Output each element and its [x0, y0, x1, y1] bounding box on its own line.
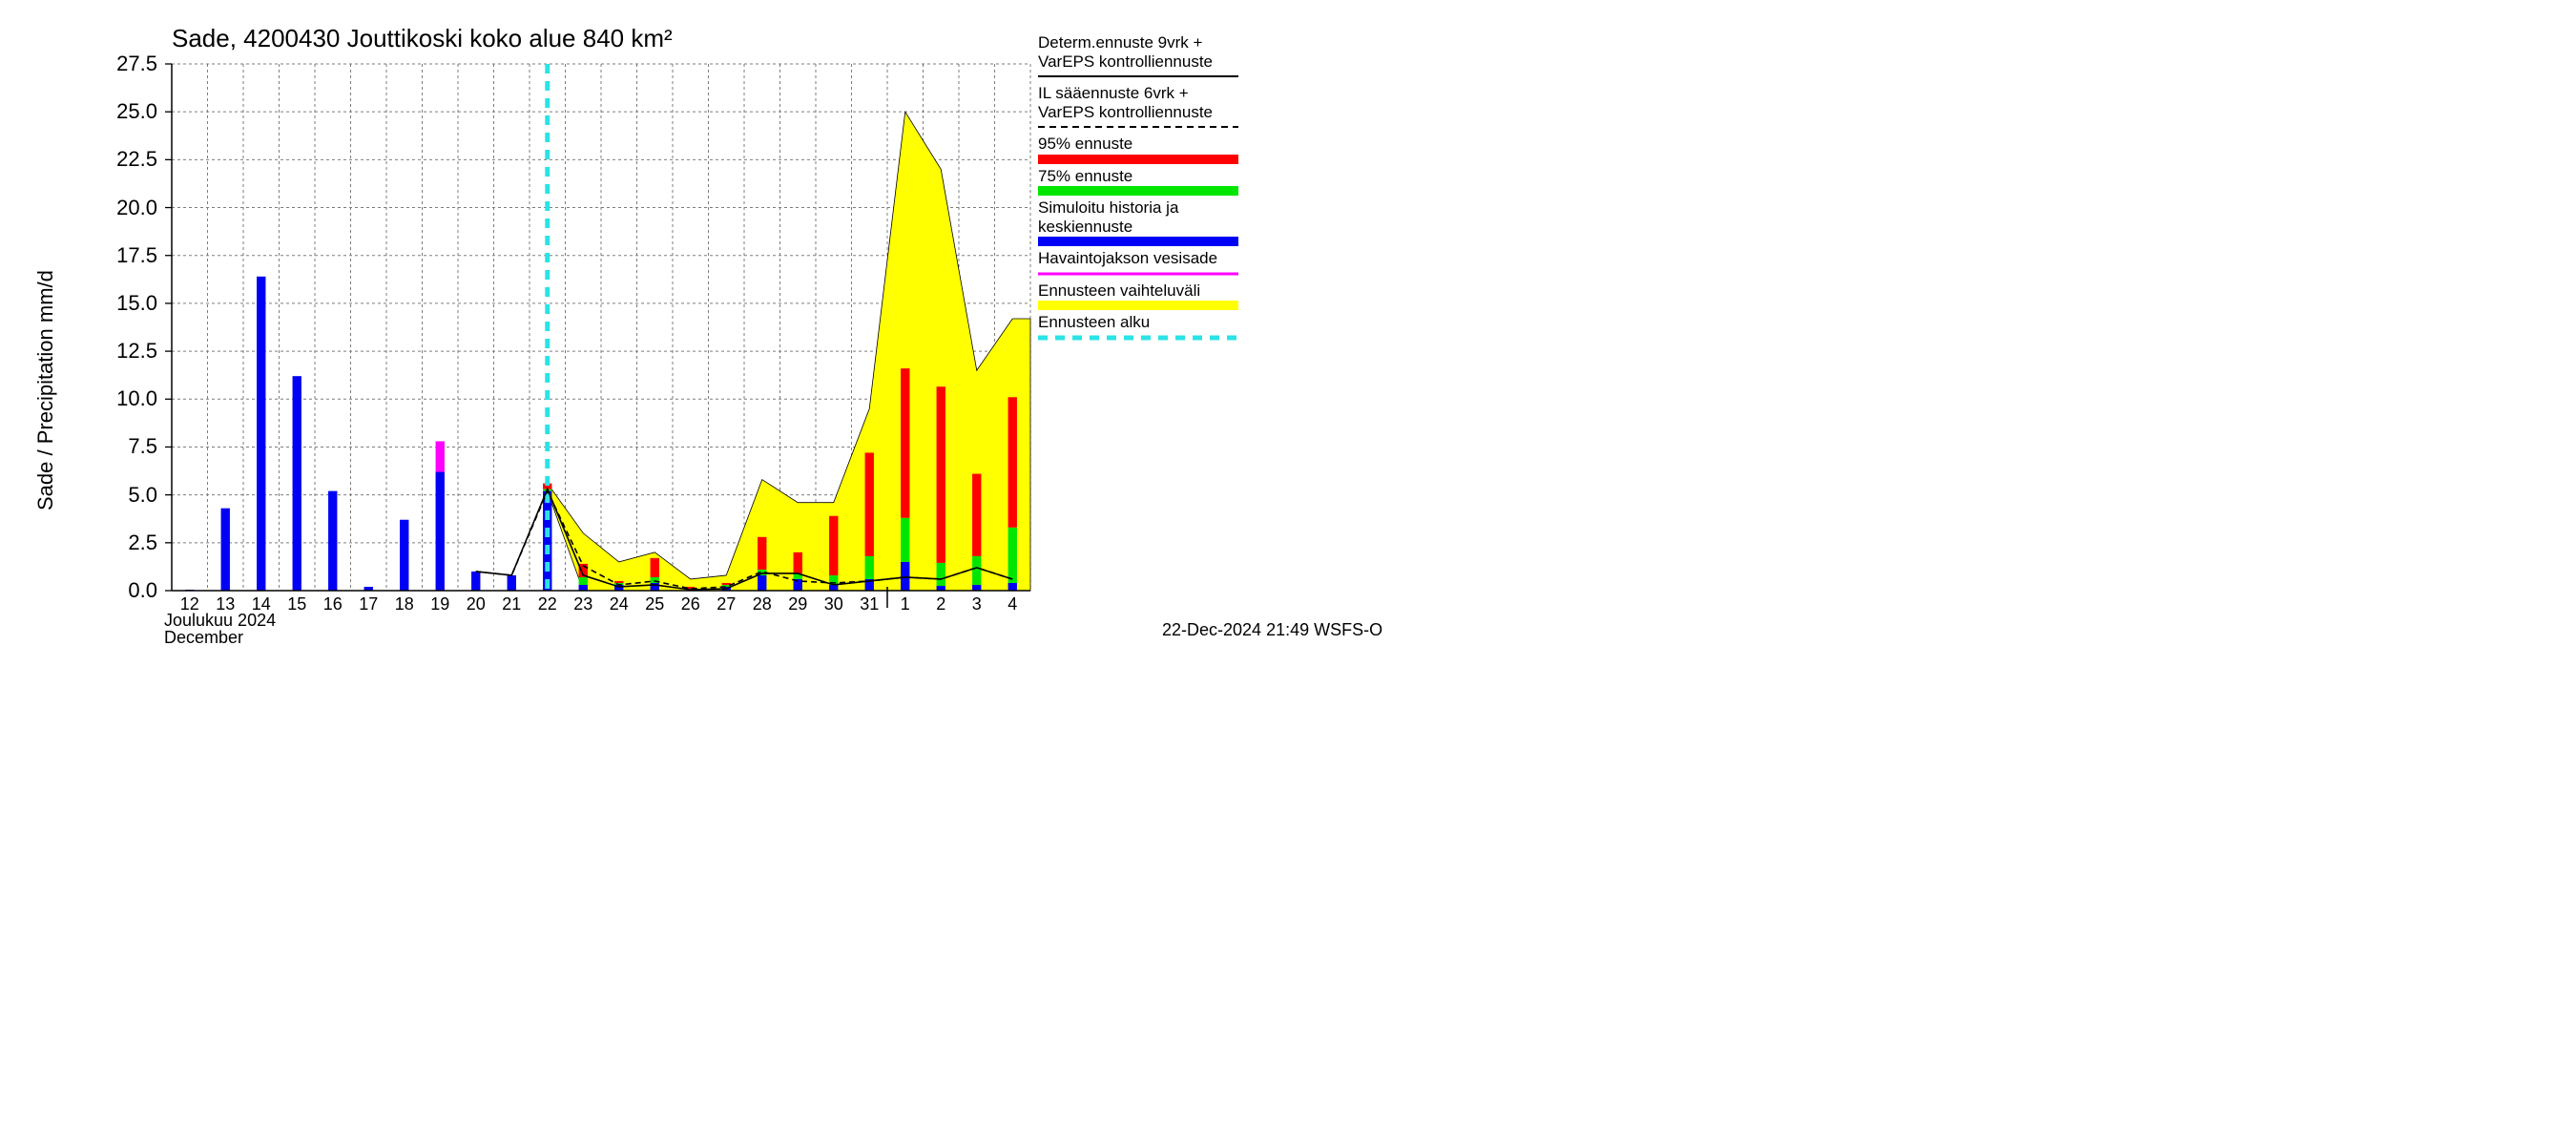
- x-tick-label: 31: [852, 594, 886, 614]
- legend-item: 75% ennuste: [1038, 167, 1238, 196]
- y-tick-label: 27.5: [105, 52, 157, 76]
- x-tick-label: 18: [387, 594, 422, 614]
- footer-timestamp: 22-Dec-2024 21:49 WSFS-O: [1162, 620, 1382, 640]
- y-tick-label: 12.5: [105, 339, 157, 364]
- legend-item: Havaintojakson vesisade: [1038, 249, 1238, 278]
- x-tick-label: 25: [637, 594, 672, 614]
- month-label-en: December: [164, 628, 243, 648]
- chart-title: Sade, 4200430 Jouttikoski koko alue 840 …: [172, 24, 673, 53]
- legend-item: 95% ennuste: [1038, 135, 1238, 163]
- x-tick-label: 2: [924, 594, 958, 614]
- y-tick-label: 7.5: [105, 434, 157, 459]
- y-tick-label: 0.0: [105, 578, 157, 603]
- legend-item: Ennusteen alku: [1038, 313, 1238, 342]
- x-tick-label: 16: [316, 594, 350, 614]
- x-tick-label: 15: [280, 594, 314, 614]
- y-tick-label: 22.5: [105, 147, 157, 172]
- x-tick-label: 24: [602, 594, 636, 614]
- x-tick-label: 27: [709, 594, 743, 614]
- legend-item: IL sääennuste 6vrk + VarEPS kontrollienn…: [1038, 84, 1238, 131]
- y-tick-label: 15.0: [105, 291, 157, 316]
- x-tick-label: 4: [995, 594, 1029, 614]
- x-tick-label: 19: [423, 594, 457, 614]
- legend: Determ.ennuste 9vrk +VarEPS kontrollienn…: [1038, 33, 1238, 345]
- y-tick-label: 20.0: [105, 196, 157, 220]
- x-tick-label: 1: [888, 594, 923, 614]
- legend-item: Ennusteen vaihteluväli: [1038, 281, 1238, 310]
- y-tick-label: 5.0: [105, 483, 157, 508]
- x-tick-label: 30: [817, 594, 851, 614]
- y-axis-title: Sade / Precipitation mm/d: [33, 270, 58, 510]
- y-tick-label: 25.0: [105, 99, 157, 124]
- x-tick-label: 29: [780, 594, 815, 614]
- x-tick-label: 20: [459, 594, 493, 614]
- x-tick-label: 28: [745, 594, 779, 614]
- x-tick-label: 3: [960, 594, 994, 614]
- chart-figure: Sade, 4200430 Jouttikoski koko alue 840 …: [0, 0, 1431, 639]
- x-tick-label: 26: [674, 594, 708, 614]
- legend-item: Simuloitu historia jakeskiennuste: [1038, 198, 1238, 245]
- y-tick-label: 2.5: [105, 531, 157, 555]
- y-tick-label: 10.0: [105, 386, 157, 411]
- legend-item: Determ.ennuste 9vrk +VarEPS kontrollienn…: [1038, 33, 1238, 80]
- y-tick-label: 17.5: [105, 243, 157, 268]
- x-tick-label: 23: [566, 594, 600, 614]
- x-tick-label: 21: [494, 594, 529, 614]
- x-tick-label: 22: [530, 594, 565, 614]
- x-tick-label: 17: [351, 594, 385, 614]
